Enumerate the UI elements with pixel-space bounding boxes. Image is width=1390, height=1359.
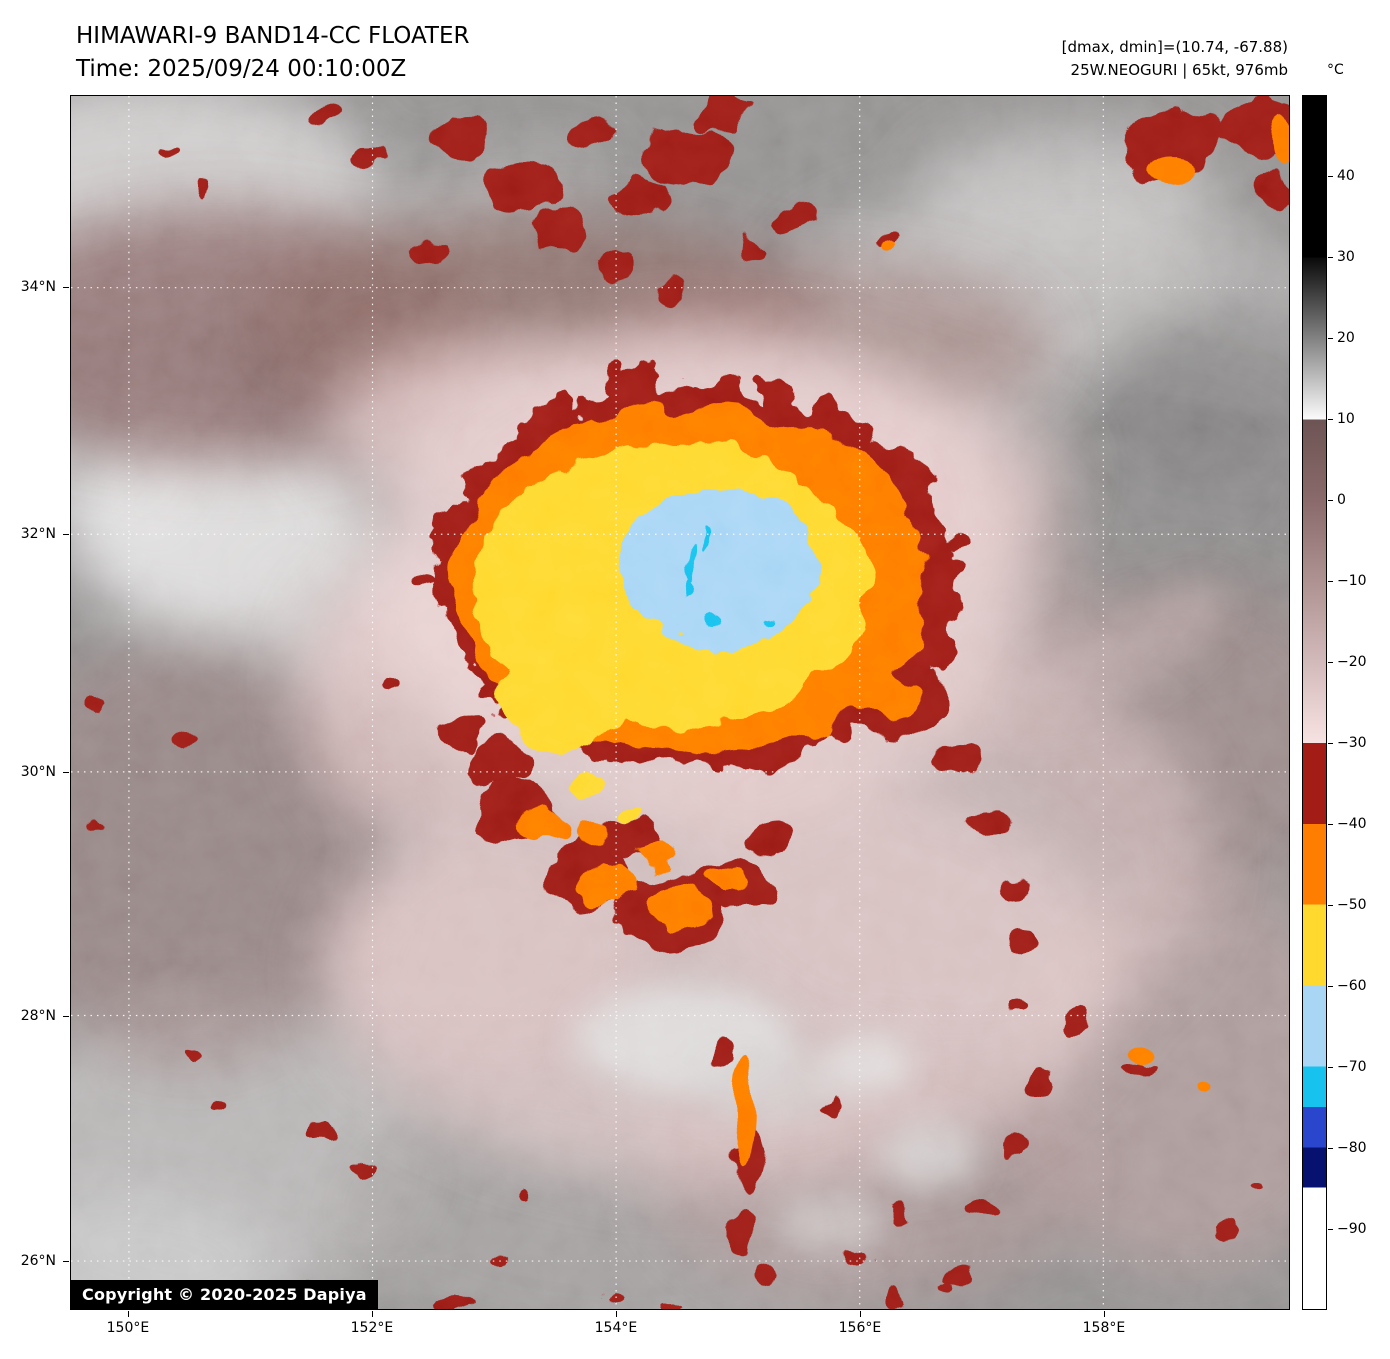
x-axis-tick-label: 154°E (594, 1320, 638, 1336)
satellite-map: Copyright © 2020-2025 Dapiya (70, 95, 1290, 1310)
colorbar-tick-mark (1328, 905, 1333, 907)
y-axis-tick-mark (63, 1261, 69, 1263)
colorbar-tick-mark (1328, 499, 1333, 501)
colorbar-tick-label: 20 (1337, 330, 1355, 346)
y-axis-tick-label: 26°N (20, 1253, 56, 1270)
colorbar-tick-label: −60 (1337, 977, 1367, 994)
colorbar-tick-mark (1328, 824, 1333, 825)
colorbar-tick-label: 40 (1337, 168, 1355, 185)
colorbar-tick-label: −70 (1337, 1059, 1367, 1075)
colorbar-tick-label: −10 (1337, 573, 1367, 589)
colorbar-tick-label: −80 (1337, 1140, 1367, 1157)
colorbar-tick-mark (1328, 419, 1333, 421)
colorbar-tick-mark (1328, 662, 1333, 664)
colorbar-tick-label: −40 (1337, 816, 1367, 832)
figure-timestamp: Time: 2025/09/24 00:10:00Z (76, 56, 407, 83)
colorbar-tick-mark (1328, 581, 1333, 582)
cloud-texture-overlay (71, 96, 1289, 1309)
figure-readouts: [dmax, dmin]=(10.74, -67.88) 25W.NEOGURI… (1062, 36, 1288, 81)
x-axis-tick-label: 156°E (838, 1320, 882, 1336)
colorbar-tick-mark (1328, 1228, 1333, 1230)
colorbar-tick-label: 30 (1337, 248, 1355, 265)
y-axis-tick-label: 32°N (20, 525, 56, 542)
y-axis-tick-mark (63, 771, 69, 773)
x-axis-tick-mark (371, 1311, 373, 1317)
y-axis-tick-mark (63, 533, 69, 535)
x-axis-tick-mark (859, 1311, 861, 1317)
y-axis-tick-label: 28°N (20, 1007, 56, 1024)
lat-lon-gridlines (71, 96, 1289, 1309)
colorbar-tick-mark (1328, 338, 1333, 339)
x-axis-tick-mark (615, 1311, 617, 1317)
colorbar-tick-mark (1328, 1148, 1333, 1150)
colorbar-tick-label: −90 (1337, 1220, 1367, 1237)
colorbar-tick-label: −30 (1337, 734, 1367, 751)
figure-header: HIMAWARI-9 BAND14-CC FLOATER Time: 2025/… (76, 20, 469, 87)
x-axis-tick-label: 150°E (106, 1320, 150, 1336)
copyright-label: Copyright © 2020-2025 Dapiya (71, 1280, 378, 1309)
colorbar-tick-mark (1328, 742, 1333, 744)
y-axis-tick-mark (63, 286, 69, 288)
colorbar-tick-mark (1328, 176, 1333, 178)
temperature-colorbar (1302, 95, 1327, 1310)
colorbar-tick-label: 10 (1337, 411, 1355, 428)
colorbar-tick-mark (1328, 1067, 1333, 1068)
figure-title: HIMAWARI-9 BAND14-CC FLOATER (76, 23, 470, 49)
x-axis-tick-label: 152°E (350, 1320, 394, 1336)
y-axis-tick-label: 34°N (20, 278, 56, 295)
colorbar-tick-label: −50 (1337, 897, 1367, 914)
dmax-dmin-readout: [dmax, dmin]=(10.74, -67.88) (1061, 38, 1288, 56)
y-axis-tick-mark (63, 1015, 69, 1017)
colorbar-tick-mark (1328, 985, 1333, 987)
colorbar-tick-label: 0 (1337, 491, 1346, 508)
x-axis-tick-mark (1103, 1311, 1105, 1317)
colorbar-tick-mark (1328, 256, 1333, 258)
y-axis-tick-label: 30°N (20, 763, 56, 780)
infrared-cloud-image (71, 96, 1289, 1309)
colorbar-tick-label: −20 (1337, 654, 1367, 671)
x-axis-tick-label: 158°E (1082, 1320, 1126, 1336)
x-axis-tick-mark (127, 1311, 129, 1317)
colorbar-unit-label: °C (1327, 62, 1344, 78)
storm-status-readout: 25W.NEOGURI | 65kt, 976mb (1070, 60, 1288, 79)
